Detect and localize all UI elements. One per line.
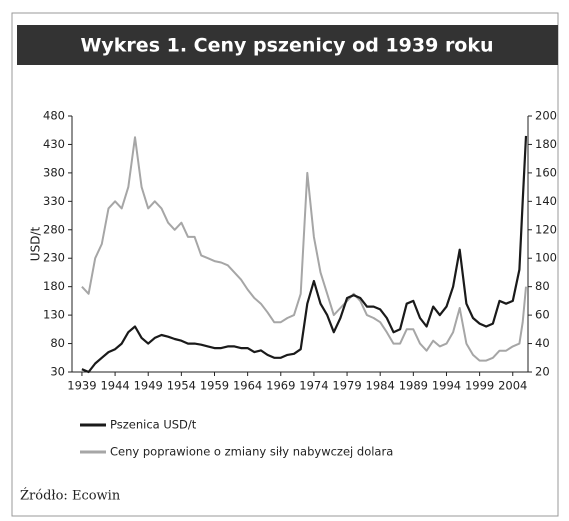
y2-tick-label: 120: [535, 222, 557, 236]
y2-tick-label: 100: [535, 251, 557, 265]
x-tick-label: 1949: [134, 379, 163, 393]
source: Źródło: Ecowin: [20, 488, 121, 504]
x-tick-label: 1959: [200, 379, 229, 393]
y-tick-label: 330: [43, 194, 65, 208]
y2-tick-label: 60: [535, 308, 550, 322]
x-tick-label: 1984: [366, 379, 395, 393]
x-tick-label: 1954: [167, 379, 196, 393]
y2-tick-label: 200: [535, 109, 557, 123]
y-tick-label: 30: [50, 365, 65, 379]
y-tick-label: 380: [43, 165, 65, 179]
y2-tick-label: 20: [535, 365, 550, 379]
title-bar: [17, 25, 558, 65]
x-tick-label: 1964: [233, 379, 262, 393]
legend-label: Ceny poprawione o zmiany siły nabywczej …: [110, 445, 393, 459]
x-tick-label: 1989: [399, 379, 428, 393]
series-line: [81, 136, 527, 362]
x-tick-label: 1979: [332, 379, 361, 393]
x-tick-label: 1999: [465, 379, 494, 393]
y2-tick-label: 180: [535, 137, 557, 151]
y-tick-label: 180: [43, 279, 65, 293]
x-tick-label: 2004: [498, 379, 527, 393]
x-tick-label: 1969: [266, 379, 295, 393]
chart-title: Wykres 1. Ceny pszenicy od 1939 roku: [80, 35, 493, 57]
y2-tick-label: 160: [535, 165, 557, 179]
x-tick-label: 1939: [67, 379, 96, 393]
y-tick-label: 230: [43, 251, 65, 265]
x-tick-label: 1994: [432, 379, 461, 393]
y-tick-label: 130: [43, 308, 65, 322]
y-axis-label: USD/t: [29, 227, 43, 262]
y-tick-label: 280: [43, 222, 65, 236]
y2-tick-label: 140: [535, 194, 557, 208]
legend-label: Pszenica USD/t: [110, 418, 197, 432]
y-tick-label: 80: [50, 336, 65, 350]
series-line: [81, 135, 528, 374]
x-tick-label: 1944: [100, 379, 129, 393]
y2-tick-label: 80: [535, 279, 550, 293]
y-tick-label: 480: [43, 109, 65, 123]
y2-tick-label: 40: [535, 336, 550, 350]
x-tick-label: 1974: [299, 379, 328, 393]
frame: [11, 12, 559, 517]
y-tick-label: 430: [43, 137, 65, 151]
